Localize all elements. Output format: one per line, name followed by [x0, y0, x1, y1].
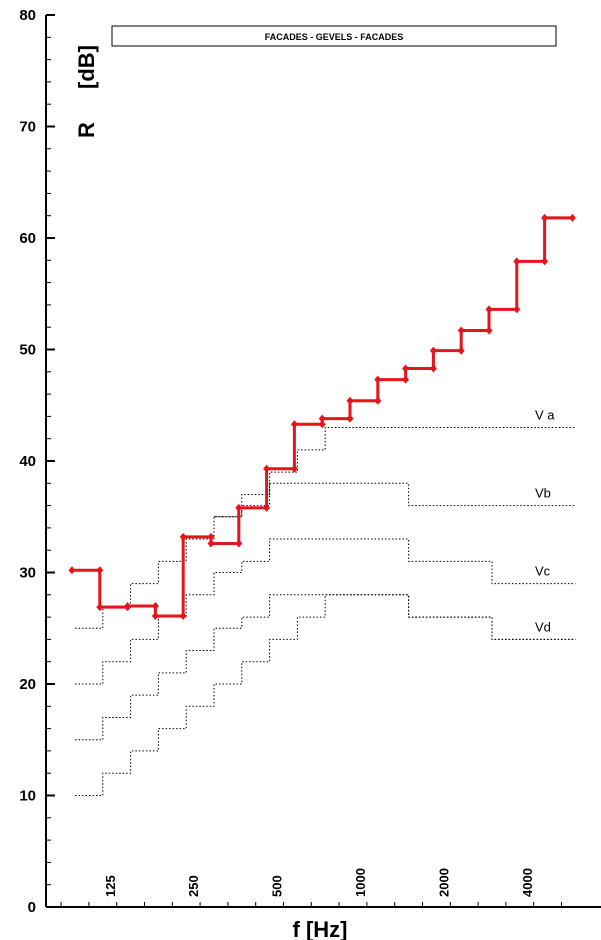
measured-point [180, 533, 187, 541]
measured-point [458, 327, 465, 335]
measured-point [347, 397, 354, 405]
measured-point [541, 257, 548, 265]
measured-point [374, 376, 381, 384]
measured-point [402, 376, 409, 384]
chart-title: FACADES - GEVELS - FACADES [265, 32, 404, 42]
y-tick-label: 0 [28, 899, 36, 916]
reference-curve-label: Vd [535, 619, 551, 634]
measured-point [291, 420, 298, 428]
x-tick-label: 500 [270, 875, 285, 897]
measured-point [263, 465, 270, 473]
axes: 0 10 20 30 40 50 60 70 80 125 250 500 1000 2000 4000 [19, 7, 601, 916]
reference-curve-label: V a [535, 408, 555, 423]
x-tick-label: 2000 [436, 868, 451, 897]
x-tick-label: 125 [103, 875, 118, 897]
measured-point [541, 214, 548, 222]
measured-point [96, 603, 103, 611]
measured-point [430, 364, 437, 372]
measured-point [180, 612, 187, 620]
x-tick-label: 1000 [353, 868, 368, 897]
measured-point [319, 415, 326, 423]
measured-point [430, 347, 437, 355]
x-tick-label: 250 [186, 875, 201, 897]
y-tick-label: 80 [19, 7, 36, 24]
reference-curve [214, 428, 575, 517]
x-tick-label: 4000 [520, 868, 535, 897]
x-axis-title: f [Hz] [293, 917, 348, 940]
reference-curve-label: Vb [535, 486, 551, 501]
measured-point [96, 566, 103, 574]
y-axis-symbol: R [74, 122, 99, 138]
measured-point [124, 602, 131, 610]
title-box: FACADES - GEVELS - FACADES [112, 26, 556, 46]
measured-point [486, 327, 493, 335]
y-tick-label: 40 [19, 453, 36, 470]
measured-point [263, 504, 270, 512]
y-tick-label: 60 [19, 230, 36, 247]
y-tick-label: 10 [19, 788, 36, 805]
measured-point [569, 214, 576, 222]
measured-point [208, 540, 215, 548]
y-tick-label: 50 [19, 342, 36, 359]
measured-point [152, 602, 159, 610]
measured-point [69, 566, 76, 574]
y-tick-label: 20 [19, 676, 36, 693]
measured-point [374, 397, 381, 405]
measured-point [513, 305, 520, 313]
measured-point [235, 540, 242, 548]
y-axis-unit: [dB] [74, 45, 99, 89]
reference-curve [75, 595, 575, 740]
measured-point [235, 504, 242, 512]
measured-point [291, 465, 298, 473]
measured-curve [69, 214, 576, 620]
measured-point [486, 305, 493, 313]
measured-point [402, 364, 409, 372]
y-tick-label: 70 [19, 119, 36, 136]
measured-point [347, 415, 354, 423]
reference-curve-label: Vc [535, 564, 551, 579]
measured-point [152, 612, 159, 620]
reference-curves: V a Vb Vc Vd [75, 408, 575, 796]
measured-point [458, 347, 465, 355]
measured-point [513, 257, 520, 265]
y-tick-label: 30 [19, 565, 36, 582]
